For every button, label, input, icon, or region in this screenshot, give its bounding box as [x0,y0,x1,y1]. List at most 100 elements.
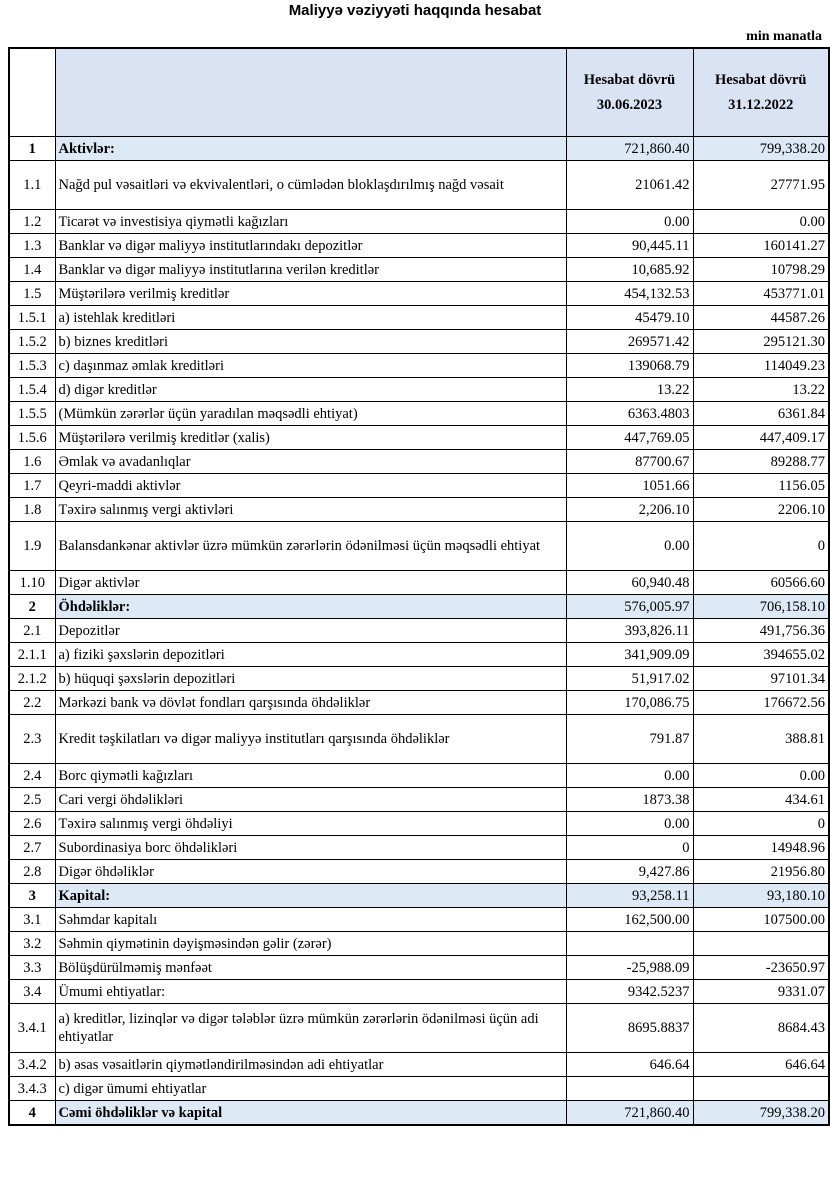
row-number: 2.1.2 [8,666,56,691]
table-row: 1.3 Banklar və digər maliyyə institutları… [8,233,830,258]
row-number: 2.8 [8,859,56,884]
value-current: 87700.67 [565,449,694,474]
table-row: 1.5.3 c) daşınmaz əmlak kreditləri 139068.… [8,353,830,378]
value-previous: 114049.23 [692,353,830,378]
row-number: 1.1 [8,160,56,210]
value-current: 51,917.02 [565,666,694,691]
financial-position-table: Hesabat dövrü 30.06.2023 Hesabat dövrü 31.… [8,47,830,1126]
value-previous: 97101.34 [692,666,830,691]
table-row: 1.5.2 b) biznes kreditləri 269571.42 295121… [8,329,830,354]
row-number: 1.5.2 [8,329,56,354]
value-current [565,931,694,956]
row-label: d) digər kreditlər [54,377,567,402]
row-number: 2.3 [8,714,56,764]
value-previous: 388.81 [692,714,830,764]
value-previous: 176672.56 [692,690,830,715]
header-label-cell [54,47,567,137]
table-row: 1.7 Qeyri-maddi aktivlər 1051.66 1156.05 [8,473,830,498]
row-number: 1.2 [8,209,56,234]
row-label: Mərkəzi bank və dövlət fondları qarşısın… [54,690,567,715]
value-current: 9342.5237 [565,979,694,1004]
row-label: (Mümkün zərərlər üçün yaradılan məqsədli… [54,401,567,426]
value-current: 1051.66 [565,473,694,498]
value-previous: 8684.43 [692,1003,830,1053]
value-current: 0.00 [565,209,694,234]
value-current: 139068.79 [565,353,694,378]
table-row: 3.4.3 c) digər ümumi ehtiyatlar [8,1076,830,1101]
value-previous: 93,180.10 [692,883,830,908]
row-number: 1.3 [8,233,56,258]
row-number: 1.5.3 [8,353,56,378]
table-row: 2.4 Borc qiymətli kağızları 0.00 0.00 [8,763,830,788]
value-previous: 14948.96 [692,835,830,860]
value-previous [692,1076,830,1101]
unit-label: min manatla [746,29,822,44]
row-number: 1.8 [8,497,56,522]
row-number: 3.4.3 [8,1076,56,1101]
row-label: Müştərilərə verilmiş kreditlər (xalis) [54,425,567,450]
row-label: Səhmin qiymətinin dəyişməsindən gəlir (z… [54,931,567,956]
table-row: 2.1.2 b) hüquqi şəxslərin depozitləri 51,9… [8,666,830,691]
row-number: 3.4.2 [8,1052,56,1077]
value-current: 10,685.92 [565,257,694,282]
value-previous: -23650.97 [692,955,830,980]
value-previous: 21956.80 [692,859,830,884]
value-previous: 1156.05 [692,473,830,498]
row-number: 1.5.6 [8,425,56,450]
value-previous: 0 [692,811,830,836]
row-number: 1.7 [8,473,56,498]
row-number: 2.7 [8,835,56,860]
row-label: Digər aktivlər [54,570,567,595]
table-row: 1.5.6 Müştərilərə verilmiş kreditlər (xal… [8,425,830,450]
table-row: 3.4 Ümumi ehtiyatlar: 9342.5237 9331.07 [8,979,830,1004]
row-label: c) digər ümumi ehtiyatlar [54,1076,567,1101]
row-label: Aktivlər: [54,136,567,161]
row-label: Subordinasiya borc öhdəlikləri [54,835,567,860]
value-previous: 44587.26 [692,305,830,330]
row-label: Nağd pul vəsaitləri və ekvivalentləri, o… [54,160,567,210]
table-row: 2.5 Cari vergi öhdəlikləri 1873.38 434.61 [8,787,830,812]
value-previous: 2206.10 [692,497,830,522]
header-col-current: Hesabat dövrü 30.06.2023 [565,47,694,137]
row-label: a) fiziki şəxslərin depozitləri [54,642,567,667]
row-label: Banklar və digər maliyyə institutlarında… [54,233,567,258]
value-previous: 394655.02 [692,642,830,667]
section-row: 2 Öhdəliklər: 576,005.97 706,158.10 [8,594,830,619]
section-row: 3 Kapital: 93,258.11 93,180.10 [8,883,830,908]
value-current: 93,258.11 [565,883,694,908]
table-row: 2.6 Təxirə salınmış vergi öhdəliyi 0.00 0 [8,811,830,836]
value-previous: 434.61 [692,787,830,812]
value-current: -25,988.09 [565,955,694,980]
table-row: 1.5.5 (Mümkün zərərlər üçün yaradılan məq… [8,401,830,426]
table-row: 2.3 Kredit təşkilatları və digər maliyyə … [8,714,830,764]
row-number: 3 [8,883,56,908]
row-label: Borc qiymətli kağızları [54,763,567,788]
row-number: 3.2 [8,931,56,956]
row-label: Ticarət və investisiya qiymətli kağızlar… [54,209,567,234]
row-number: 1 [8,136,56,161]
value-current: 8695.8837 [565,1003,694,1053]
value-current: 21061.42 [565,160,694,210]
value-current: 162,500.00 [565,907,694,932]
value-current: 0.00 [565,521,694,571]
value-current: 0.00 [565,811,694,836]
value-current: 0.00 [565,763,694,788]
table-row: 3.2 Səhmin qiymətinin dəyişməsindən gəlir… [8,931,830,956]
value-current: 269571.42 [565,329,694,354]
value-previous: 9331.07 [692,979,830,1004]
value-current: 2,206.10 [565,497,694,522]
value-previous: 295121.30 [692,329,830,354]
row-label: Kapital: [54,883,567,908]
row-number: 2.2 [8,690,56,715]
row-label: Səhmdar kapitalı [54,907,567,932]
table-row: 2.2 Mərkəzi bank və dövlət fondları qarşı… [8,690,830,715]
row-number: 3.1 [8,907,56,932]
row-number: 1.10 [8,570,56,595]
table-row: 1.1 Nağd pul vəsaitləri və ekvivalentləri… [8,160,830,210]
table-row: 2.1.1 a) fiziki şəxslərin depozitləri 341,… [8,642,830,667]
table-row: 2.1 Depozitlər 393,826.11 491,756.36 [8,618,830,643]
section-row: 4 Cəmi öhdəliklər və kapital 721,860.40 799… [8,1100,830,1126]
table-row: 2.8 Digər öhdəliklər 9,427.86 21956.80 [8,859,830,884]
row-number: 1.4 [8,257,56,282]
value-previous: 107500.00 [692,907,830,932]
